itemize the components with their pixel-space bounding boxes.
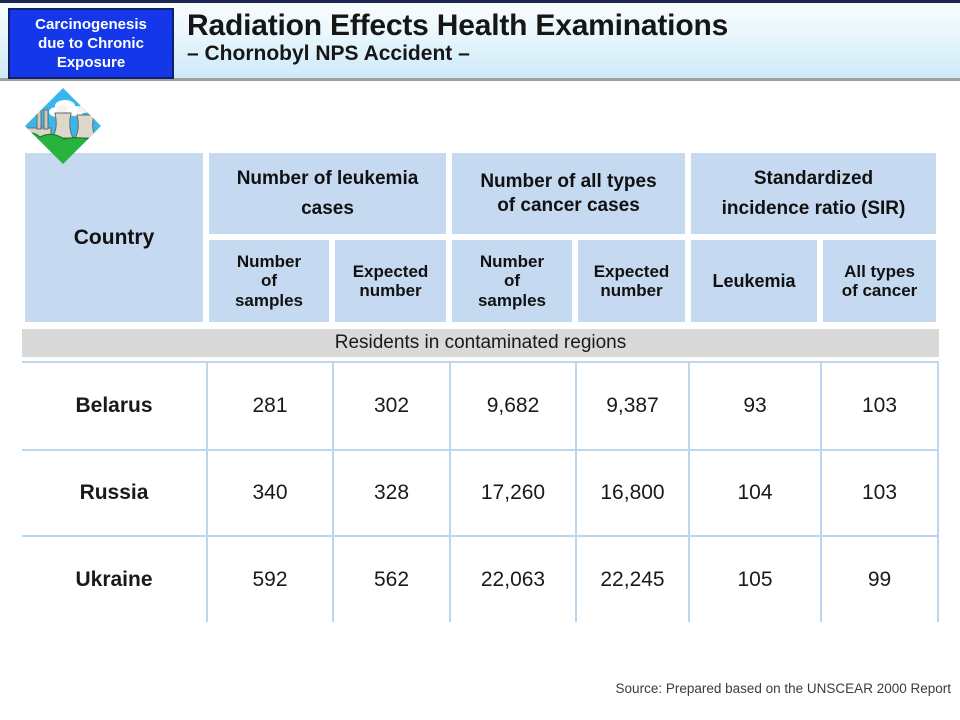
table-cell: 93 — [688, 361, 820, 449]
table-row-russia-country: Russia — [22, 449, 206, 535]
table-cell: 103 — [820, 449, 939, 535]
header-cell-leukemia-expected: Expected number — [335, 240, 446, 322]
nuclear-plant-logo-icon — [24, 87, 102, 165]
table-cell: 103 — [820, 361, 939, 449]
table-cell: 104 — [688, 449, 820, 535]
header-cell-leukemia-samples: Number of samples — [209, 240, 329, 322]
table-cell: 592 — [206, 535, 332, 622]
slide-subtitle: – Chornobyl NPS Accident – — [187, 42, 470, 65]
radiation-effects-table: Country Number of leukemia cases Number … — [22, 150, 939, 622]
header-cell-cancer-samples: Number of samples — [452, 240, 572, 322]
section-band-residents: Residents in contaminated regions — [22, 329, 939, 357]
header-cell-cancer-expected: Expected number — [578, 240, 685, 322]
table-cell: 9,682 — [449, 361, 575, 449]
header-bar: Carcinogenesis due to Chronic Exposure R… — [0, 0, 960, 81]
source-note: Source: Prepared based on the UNSCEAR 20… — [615, 681, 951, 696]
table-cell: 302 — [332, 361, 449, 449]
header-cell-sir-all-types: All types of cancer — [823, 240, 936, 322]
table-row-belarus-country: Belarus — [22, 361, 206, 449]
table-cell: 562 — [332, 535, 449, 622]
header-group-sir: Standardized incidence ratio (SIR) — [691, 153, 936, 234]
slide-title: Radiation Effects Health Examinations — [187, 9, 729, 42]
table-cell: 105 — [688, 535, 820, 622]
table-cell: 328 — [332, 449, 449, 535]
table-cell: 340 — [206, 449, 332, 535]
table-cell: 99 — [820, 535, 939, 622]
header-group-leukemia-cases: Number of leukemia cases — [209, 153, 446, 234]
table-row-ukraine-country: Ukraine — [22, 535, 206, 622]
title-block: Radiation Effects Health Examinations – … — [187, 9, 728, 65]
header-group-all-cancer-cases: Number of all types of cancer cases — [452, 153, 685, 234]
header-cell-sir-leukemia: Leukemia — [691, 240, 817, 322]
table-cell: 281 — [206, 361, 332, 449]
header-cell-country: Country — [25, 153, 203, 322]
table-cell: 9,387 — [575, 361, 688, 449]
table-cell: 22,063 — [449, 535, 575, 622]
topic-badge: Carcinogenesis due to Chronic Exposure — [8, 8, 174, 79]
table-cell: 16,800 — [575, 449, 688, 535]
table-cell: 17,260 — [449, 449, 575, 535]
table-cell: 22,245 — [575, 535, 688, 622]
